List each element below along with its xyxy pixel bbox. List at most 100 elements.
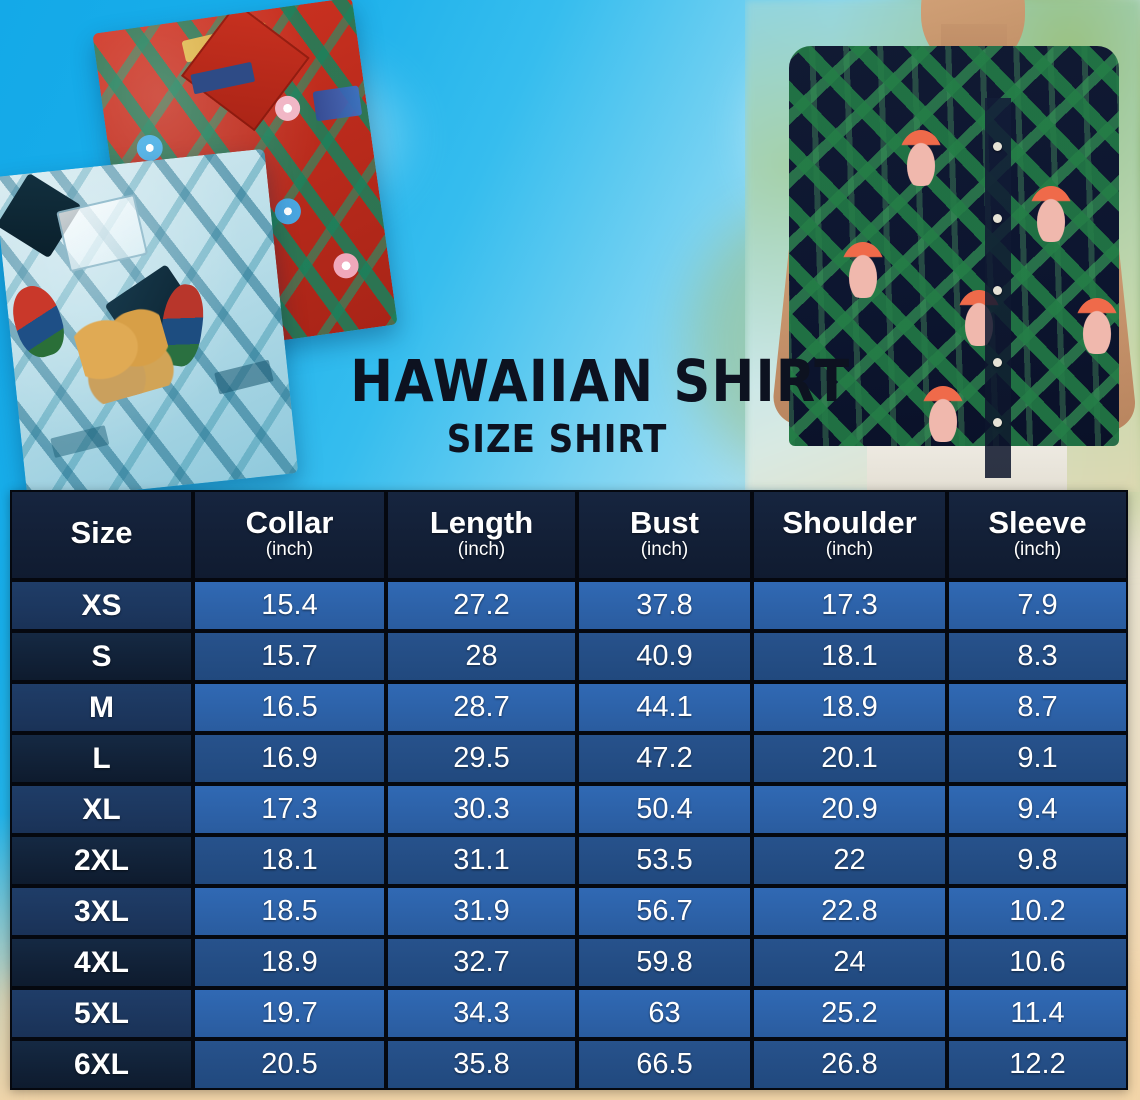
cell-shoulder: 22 [752,835,947,886]
cell-length: 35.8 [386,1039,577,1090]
cell-size: 2XL [10,835,193,886]
cell-collar: 15.7 [193,631,386,682]
table-row: XS 15.4 27.2 37.8 17.3 7.9 [10,580,1128,631]
table-row: 6XL 20.5 35.8 66.5 26.8 12.2 [10,1039,1128,1090]
page-subtitle: SIZE SHIRT [446,417,668,462]
column-header-length-unit: (inch) [457,538,506,560]
cell-length: 34.3 [386,988,577,1039]
column-header-shoulder: Shoulder (inch) [752,490,947,580]
cell-length: 31.1 [386,835,577,886]
cell-shoulder: 17.3 [752,580,947,631]
model-hawaiian-shirt [789,46,1119,478]
column-header-sleeve-unit: (inch) [1013,538,1062,560]
page-title: HAWAIIAN SHIRT [350,347,851,415]
flamingo-motif [1075,298,1119,354]
cell-collar: 17.3 [193,784,386,835]
cell-bust: 40.9 [577,631,752,682]
hibiscus-flower [270,194,305,229]
cell-bust: 63 [577,988,752,1039]
cell-sleeve: 9.1 [947,733,1128,784]
cell-sleeve: 7.9 [947,580,1128,631]
cell-bust: 44.1 [577,682,752,733]
cell-bust: 59.8 [577,937,752,988]
cell-length: 27.2 [386,580,577,631]
cell-shoulder: 25.2 [752,988,947,1039]
shirt-button [993,418,1002,427]
cell-bust: 66.5 [577,1039,752,1090]
cell-sleeve: 11.4 [947,988,1128,1039]
column-header-collar-label: Collar [245,505,334,540]
shirt-button [993,214,1002,223]
cell-bust: 47.2 [577,733,752,784]
cell-shoulder: 26.8 [752,1039,947,1090]
cell-size: S [10,631,193,682]
cell-collar: 20.5 [193,1039,386,1090]
cell-sleeve: 9.4 [947,784,1128,835]
table-row: 4XL 18.9 32.7 59.8 24 10.6 [10,937,1128,988]
cell-sleeve: 9.8 [947,835,1128,886]
title-block: HAWAIIAN SHIRT SIZE SHIRT [322,347,851,462]
cell-collar: 16.9 [193,733,386,784]
cell-sleeve: 10.2 [947,886,1128,937]
cell-length: 29.5 [386,733,577,784]
table-body: XS 15.4 27.2 37.8 17.3 7.9 S 15.7 28 40.9 18.1 8.3 M… [10,580,1128,1090]
sleeve-logo [312,85,363,122]
shirt-button [993,142,1002,151]
table-row: 3XL 18.5 31.9 56.7 22.8 10.2 [10,886,1128,937]
cell-collar: 19.7 [193,988,386,1039]
cell-length: 32.7 [386,937,577,988]
column-header-bust-unit: (inch) [640,538,689,560]
shirt-button [993,358,1002,367]
column-header-sleeve: Sleeve (inch) [947,490,1128,580]
cell-shoulder: 22.8 [752,886,947,937]
fabric-wordmark [214,359,274,395]
table-row: 5XL 19.7 34.3 63 25.2 11.4 [10,988,1128,1039]
cell-sleeve: 8.7 [947,682,1128,733]
cell-length: 28 [386,631,577,682]
table-row: XL 17.3 30.3 50.4 20.9 9.4 [10,784,1128,835]
size-chart-table: Size Collar (inch) Length (inch) Bust (i… [10,490,1128,1090]
table-row: L 16.9 29.5 47.2 20.1 9.1 [10,733,1128,784]
flamingo-motif [921,386,965,442]
folded-blue-shirt [0,148,299,502]
cell-collar: 15.4 [193,580,386,631]
table-row: M 16.5 28.7 44.1 18.9 8.7 [10,682,1128,733]
column-header-length-label: Length [429,505,534,540]
cell-size: 4XL [10,937,193,988]
table-row: 2XL 18.1 31.1 53.5 22 9.8 [10,835,1128,886]
column-header-size-label: Size [70,515,133,551]
column-header-bust-label: Bust [630,505,699,540]
column-header-bust: Bust (inch) [577,490,752,580]
cell-collar: 18.1 [193,835,386,886]
cell-size: 3XL [10,886,193,937]
parrot-motif [5,279,72,363]
cell-size: XS [10,580,193,631]
shirt-button [993,286,1002,295]
cell-size: XL [10,784,193,835]
cell-collar: 18.5 [193,886,386,937]
cell-bust: 53.5 [577,835,752,886]
model-photo [745,0,1140,492]
cell-shoulder: 20.1 [752,733,947,784]
column-header-size: Size [10,490,193,580]
fabric-wordmark [50,425,110,459]
cell-shoulder: 18.9 [752,682,947,733]
cell-bust: 37.8 [577,580,752,631]
cell-collar: 16.5 [193,682,386,733]
flamingo-motif [899,130,943,186]
cell-size: M [10,682,193,733]
cell-size: 6XL [10,1039,193,1090]
cell-bust: 50.4 [577,784,752,835]
table-row: S 15.7 28 40.9 18.1 8.3 [10,631,1128,682]
table-header: Size Collar (inch) Length (inch) Bust (i… [10,490,1128,580]
column-header-collar: Collar (inch) [193,490,386,580]
column-header-shoulder-unit: (inch) [825,538,874,560]
cell-bust: 56.7 [577,886,752,937]
flamingo-motif [841,242,885,298]
cell-sleeve: 12.2 [947,1039,1128,1090]
cell-shoulder: 24 [752,937,947,988]
column-header-sleeve-label: Sleeve [988,505,1087,540]
column-header-shoulder-label: Shoulder [782,505,917,540]
cell-shoulder: 18.1 [752,631,947,682]
